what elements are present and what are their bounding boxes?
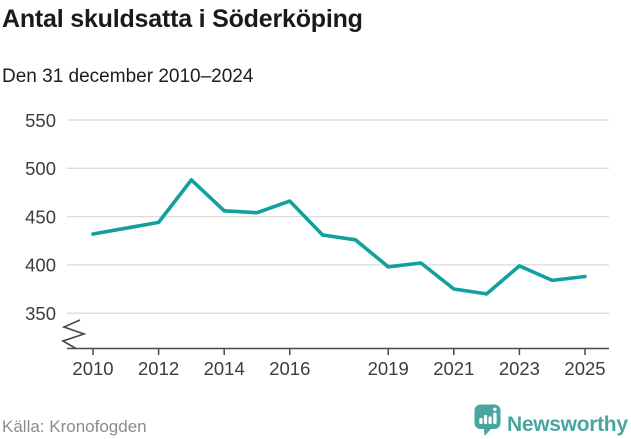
newsworthy-logo: Newsworthy bbox=[474, 404, 629, 436]
x-tick-label: 2016 bbox=[269, 358, 310, 379]
chart-title: Antal skuldsatta i Söderköping bbox=[2, 5, 363, 33]
axis-break-icon bbox=[60, 319, 87, 350]
y-tick-label: 350 bbox=[25, 303, 56, 324]
newsworthy-wordmark: Newsworthy bbox=[507, 413, 628, 436]
x-tick-label: 2025 bbox=[564, 358, 605, 379]
x-tick-label: 2014 bbox=[204, 358, 245, 379]
x-tick-label: 2021 bbox=[433, 358, 474, 379]
x-tick-label: 2012 bbox=[138, 358, 179, 379]
y-tick-label: 450 bbox=[25, 206, 56, 227]
chart-subtitle: Den 31 december 2010–2024 bbox=[2, 66, 254, 87]
source-note: Källa: Kronofogden bbox=[2, 417, 147, 436]
newsworthy-logo-icon bbox=[474, 404, 501, 436]
x-tick-label: 2010 bbox=[72, 358, 113, 379]
y-tick-label: 500 bbox=[25, 158, 56, 179]
y-tick-label: 550 bbox=[25, 110, 56, 131]
x-tick-label: 2019 bbox=[368, 358, 409, 379]
y-tick-label: 400 bbox=[25, 255, 56, 276]
x-tick-label: 2023 bbox=[499, 358, 540, 379]
data-line-series bbox=[91, 178, 587, 296]
